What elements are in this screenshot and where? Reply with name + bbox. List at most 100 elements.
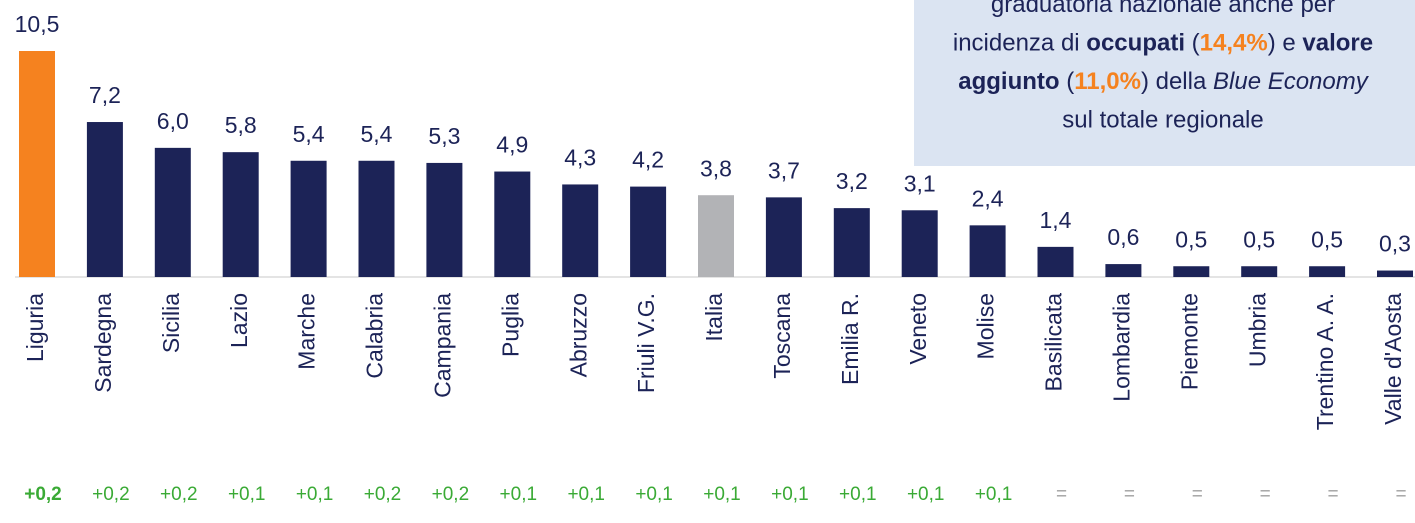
value-label: 5,3: [428, 123, 460, 149]
bar: [969, 225, 1006, 277]
bar: [154, 147, 191, 277]
x-tick-label: Sicilia: [158, 293, 184, 353]
bar: [562, 184, 599, 277]
x-tick-label: Friuli V.G.: [633, 293, 659, 393]
x-tick-label: Lombardia: [1108, 293, 1134, 402]
annotation-text: incidenza di: [953, 30, 1086, 57]
annotation-text: ) e: [1268, 30, 1303, 57]
value-label: 3,2: [836, 168, 868, 194]
annotation-text: Blue Economy: [1213, 68, 1370, 95]
value-label: 0,5: [1311, 226, 1343, 252]
value-label: 3,1: [904, 170, 936, 196]
x-tick-label: Toscana: [769, 293, 795, 379]
bar: [1173, 266, 1210, 277]
bar: [833, 208, 870, 277]
x-tick-label: Trentino A. A.: [1312, 293, 1338, 430]
value-label: 4,3: [564, 145, 596, 171]
change-label: +0,1: [228, 484, 266, 505]
bar: [426, 162, 463, 277]
value-label: 0,5: [1243, 226, 1275, 252]
x-tick-label: Sardegna: [90, 293, 116, 393]
bar: [358, 160, 395, 277]
bar: [19, 51, 55, 277]
bar: [698, 195, 734, 277]
change-label: +0,2: [160, 484, 198, 505]
x-tick-label: Calabria: [362, 293, 388, 379]
value-label: 1,4: [1040, 207, 1072, 233]
x-tick-label: Italia: [701, 293, 727, 342]
bar: [222, 152, 259, 277]
value-label: 0,3: [1379, 231, 1411, 257]
change-label: +0,1: [500, 484, 538, 505]
value-label: 7,2: [89, 82, 121, 108]
annotation-line: graduatoria nazionale anche per: [991, 0, 1335, 18]
bar: [1241, 266, 1278, 277]
x-tick-label: Abruzzo: [565, 293, 591, 377]
annotation-box: [914, 0, 1415, 166]
value-label: 0,5: [1175, 226, 1207, 252]
change-label: +0,1: [907, 484, 945, 505]
x-tick-label: Lazio: [226, 293, 252, 348]
value-label: 3,8: [700, 155, 732, 181]
bar: [901, 210, 938, 277]
change-label: +0,1: [296, 484, 334, 505]
change-label: =: [1260, 484, 1271, 505]
annotation-line: sul totale regionale: [1062, 107, 1263, 134]
value-label: 0,6: [1107, 224, 1139, 250]
change-label: +0,1: [703, 484, 741, 505]
annotation-text: occupati: [1086, 30, 1185, 57]
annotation-text: graduatoria nazionale anche per: [991, 0, 1335, 18]
x-tick-label: Veneto: [905, 293, 931, 365]
change-label: =: [1056, 484, 1067, 505]
change-label: +0,2: [364, 484, 402, 505]
x-tick-label: Molise: [973, 293, 999, 359]
x-tick-label: Emilia R.: [837, 293, 863, 385]
bar: [494, 171, 531, 277]
annotation-text: valore: [1302, 30, 1373, 57]
change-label: =: [1395, 484, 1406, 505]
bar: [1377, 270, 1413, 277]
annotation-text: sul totale regionale: [1062, 107, 1263, 134]
change-label: +0,1: [771, 484, 809, 505]
change-label: +0,1: [839, 484, 877, 505]
x-tick-label: Valle d'Aosta: [1380, 293, 1406, 425]
bar: [86, 122, 123, 278]
annotation-text: (: [1185, 30, 1200, 57]
value-label: 4,2: [632, 147, 664, 173]
x-tick-label: Umbria: [1244, 293, 1270, 367]
annotation-line: aggiunto (11,0%) della Blue Economy: [958, 68, 1370, 95]
change-label: +0,2: [24, 484, 62, 505]
x-tick-label: Campania: [429, 293, 455, 398]
value-label: 6,0: [157, 108, 189, 134]
change-label: =: [1192, 484, 1203, 505]
value-label: 2,4: [972, 185, 1004, 211]
value-label: 3,7: [768, 157, 800, 183]
x-tick-label: Basilicata: [1041, 293, 1067, 392]
change-label: =: [1328, 484, 1339, 505]
annotation-text: 14,4%: [1200, 30, 1268, 57]
annotation-text: aggiunto: [958, 68, 1059, 95]
change-label: +0,1: [975, 484, 1013, 505]
bar: [1105, 264, 1142, 277]
x-tick-label: Liguria: [22, 293, 48, 362]
annotation-text: 11,0%: [1074, 68, 1141, 95]
annotation-text: ) della: [1141, 68, 1213, 95]
value-label: 5,4: [361, 121, 393, 147]
x-tick-label: Puglia: [497, 293, 523, 357]
bar: [290, 160, 327, 277]
value-label: 5,8: [225, 112, 257, 138]
change-label: +0,1: [635, 484, 673, 505]
change-label: =: [1124, 484, 1135, 505]
value-label: 10,5: [15, 11, 60, 37]
bar: [630, 186, 667, 277]
x-tick-label: Piemonte: [1176, 293, 1202, 390]
annotation-line: incidenza di occupati (14,4%) e valore: [953, 30, 1373, 57]
x-tick-label: Marche: [294, 293, 320, 370]
bar: [1037, 246, 1074, 277]
bar: [1309, 266, 1346, 277]
value-label: 5,4: [293, 121, 325, 147]
annotation-text: (: [1060, 68, 1075, 95]
change-label: +0,2: [432, 484, 470, 505]
value-label: 4,9: [496, 132, 528, 158]
